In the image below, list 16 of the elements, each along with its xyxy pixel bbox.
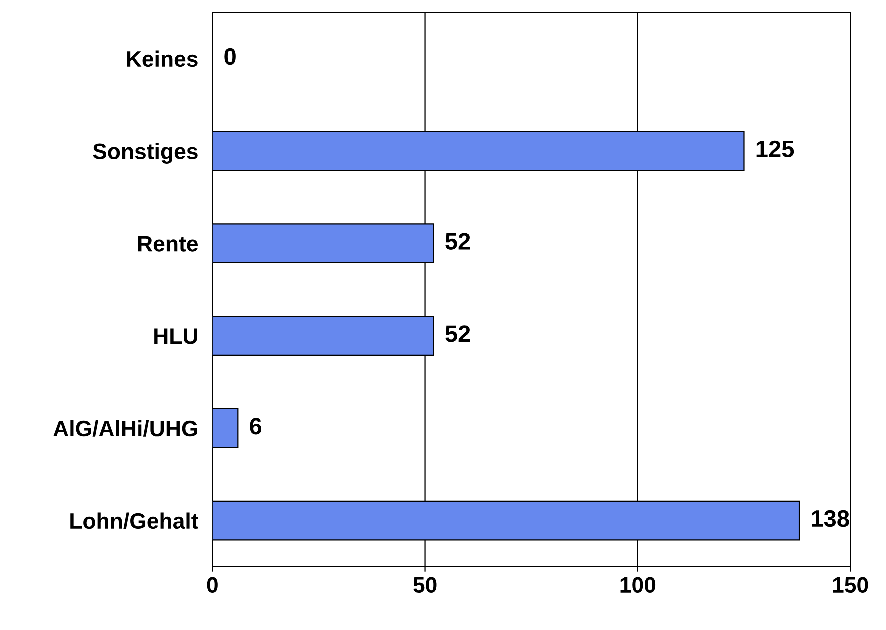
data-label: 6: [250, 418, 262, 435]
y-tick-label: AlG/AlHi/UHG: [54, 420, 198, 437]
data-label: 125: [756, 140, 794, 158]
y-tick-label: Rente: [138, 236, 198, 252]
data-label: 0: [224, 48, 236, 66]
x-tick-label: 100: [620, 577, 656, 594]
y-tick-label: HLU: [154, 328, 198, 344]
x-tick-label: 150: [833, 577, 868, 594]
x-tick-label: 50: [414, 577, 437, 594]
y-tick-label: Lohn/Gehalt: [70, 512, 198, 530]
data-label: 52: [446, 233, 470, 250]
x-tick-label: 0: [207, 577, 218, 594]
data-label: 138: [812, 510, 850, 528]
data-label: 52: [446, 326, 470, 342]
y-tick-label: Keines: [127, 50, 198, 68]
y-tick-label: Sonstiges: [93, 143, 198, 164]
